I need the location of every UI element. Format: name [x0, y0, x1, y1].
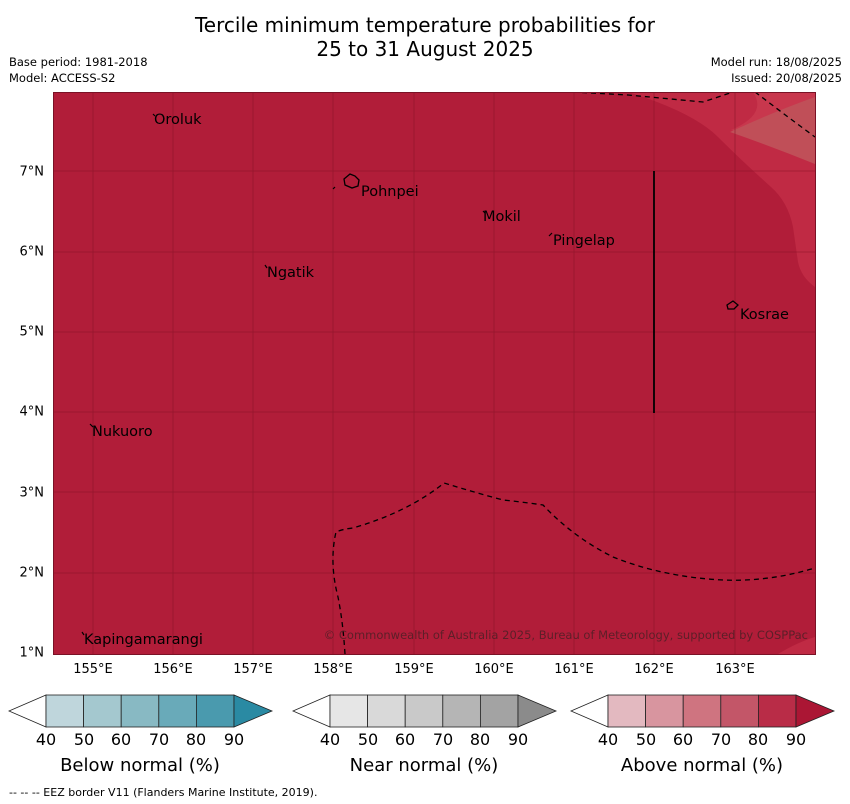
issued-date: Issued: 20/08/2025 — [731, 71, 842, 85]
legend-above-title: Above normal (%) — [620, 755, 784, 776]
legend-below-swatch-6 — [233, 694, 274, 728]
lat-label: 2°N — [19, 565, 45, 581]
lat-label: 5°N — [19, 324, 45, 340]
legend-near-swatch-6 — [517, 694, 558, 728]
legend-near-swatch-1 — [329, 694, 368, 728]
legend-above-tick: 40 — [597, 730, 619, 749]
pingelap-atoll — [548, 232, 553, 237]
legend-above-tick: 80 — [747, 730, 769, 749]
legend-below-colorbar — [8, 694, 274, 728]
place-label-pohnpei: Pohnpei — [361, 184, 419, 200]
legend-below-tick: 60 — [110, 730, 132, 749]
lon-label: 162°E — [634, 662, 674, 677]
legend-below-swatch-2 — [83, 694, 122, 728]
legend-below-swatch-4 — [158, 694, 197, 728]
legend-below-tick: 70 — [148, 730, 170, 749]
lon-label: 159°E — [394, 662, 434, 677]
legend-above-swatch-1 — [607, 694, 646, 728]
pohnpei-islet — [332, 186, 336, 190]
legend-near-swatch-4 — [442, 694, 481, 728]
lon-label: 155°E — [73, 662, 113, 677]
legend-below-tick: 90 — [223, 730, 245, 749]
mokil-atoll — [482, 210, 486, 214]
lat-label: 6°N — [19, 244, 45, 260]
legend-near-swatch-5 — [479, 694, 519, 728]
legend-near-tick: 90 — [507, 730, 529, 749]
lighter-probability-zone-3 — [730, 97, 815, 164]
legend-near-tick: 40 — [319, 730, 341, 749]
place-label-oroluk: Oroluk — [154, 112, 202, 128]
legend-near-tick: 50 — [357, 730, 379, 749]
legend-below-title: Below normal (%) — [60, 755, 220, 776]
lat-label: 3°N — [19, 485, 45, 501]
legend-near-title: Near normal (%) — [349, 755, 499, 776]
ngatik-atoll — [264, 264, 268, 269]
lon-label: 157°E — [233, 662, 273, 677]
legend-below-swatch-0 — [8, 694, 47, 728]
legend-above-swatch-5 — [757, 694, 797, 728]
oroluk-atoll — [152, 113, 156, 117]
place-label-kosrae: Kosrae — [740, 307, 789, 323]
graticule — [53, 92, 815, 654]
legend-above-tick: 90 — [785, 730, 807, 749]
legend-below-tick: 50 — [73, 730, 95, 749]
legend-near-swatch-0 — [292, 694, 331, 728]
lat-label: 4°N — [19, 404, 45, 420]
legend-below-tick: 40 — [35, 730, 57, 749]
lighter-probability-zone-2 — [653, 92, 815, 164]
place-label-mokil: Mokil — [483, 209, 521, 225]
map-frame — [53, 92, 816, 655]
place-label-kapingamarangi: Kapingamarangi — [84, 632, 203, 648]
nukuoro-atoll — [89, 423, 94, 428]
model-name: Model: ACCESS-S2 — [9, 71, 116, 85]
legend-near-tick: 60 — [394, 730, 416, 749]
legend-near-colorbar — [292, 694, 558, 728]
legend-above-swatch-6 — [795, 694, 836, 728]
legend-below-swatch-5 — [195, 694, 235, 728]
kosrae-island — [726, 300, 739, 310]
base-period: Base period: 1981-2018 — [9, 55, 148, 69]
lighter-probability-zone-4 — [778, 637, 815, 654]
map-title-line2: 25 to 31 August 2025 — [316, 37, 534, 61]
legend-below-swatch-3 — [120, 694, 160, 728]
legend-above-swatch-3 — [682, 694, 722, 728]
place-label-pingelap: Pingelap — [553, 233, 615, 249]
map-title-line1: Tercile minimum temperature probabilitie… — [194, 13, 656, 37]
legend-near-swatch-2 — [367, 694, 406, 728]
lon-label: 156°E — [153, 662, 193, 677]
legend-above-tick: 70 — [710, 730, 732, 749]
lon-label: 160°E — [474, 662, 514, 677]
lon-label: 163°E — [715, 662, 755, 677]
legend-above-tick: 50 — [635, 730, 657, 749]
legend-below-swatch-1 — [45, 694, 84, 728]
probability-fill — [53, 92, 815, 654]
legend-near-tick: 80 — [469, 730, 491, 749]
place-label-nukuoro: Nukuoro — [92, 424, 153, 440]
legend-above-tick: 60 — [672, 730, 694, 749]
lon-label: 158°E — [313, 662, 353, 677]
legend-above-swatch-2 — [645, 694, 684, 728]
pohnpei-island — [343, 173, 360, 189]
eez-border — [332, 92, 815, 654]
kapingamarangi-atoll — [81, 631, 85, 636]
lon-label: 161°E — [554, 662, 594, 677]
model-run: Model run: 18/08/2025 — [710, 55, 842, 69]
lat-label: 1°N — [19, 645, 45, 661]
eez-footnote: -- -- -- EEZ border V11 (Flanders Marine… — [9, 786, 318, 799]
lat-label: 7°N — [19, 164, 45, 180]
legend-near-swatch-3 — [404, 694, 444, 728]
legend-above-colorbar — [570, 694, 836, 728]
map-panel — [53, 92, 815, 654]
copyright-notice: © Commonwealth of Australia 2025, Bureau… — [323, 628, 808, 642]
legend-near-tick: 70 — [432, 730, 454, 749]
place-label-ngatik: Ngatik — [267, 265, 315, 281]
legend-above-swatch-0 — [570, 694, 609, 728]
legend-above-swatch-4 — [720, 694, 759, 728]
legend-below-tick: 80 — [185, 730, 207, 749]
